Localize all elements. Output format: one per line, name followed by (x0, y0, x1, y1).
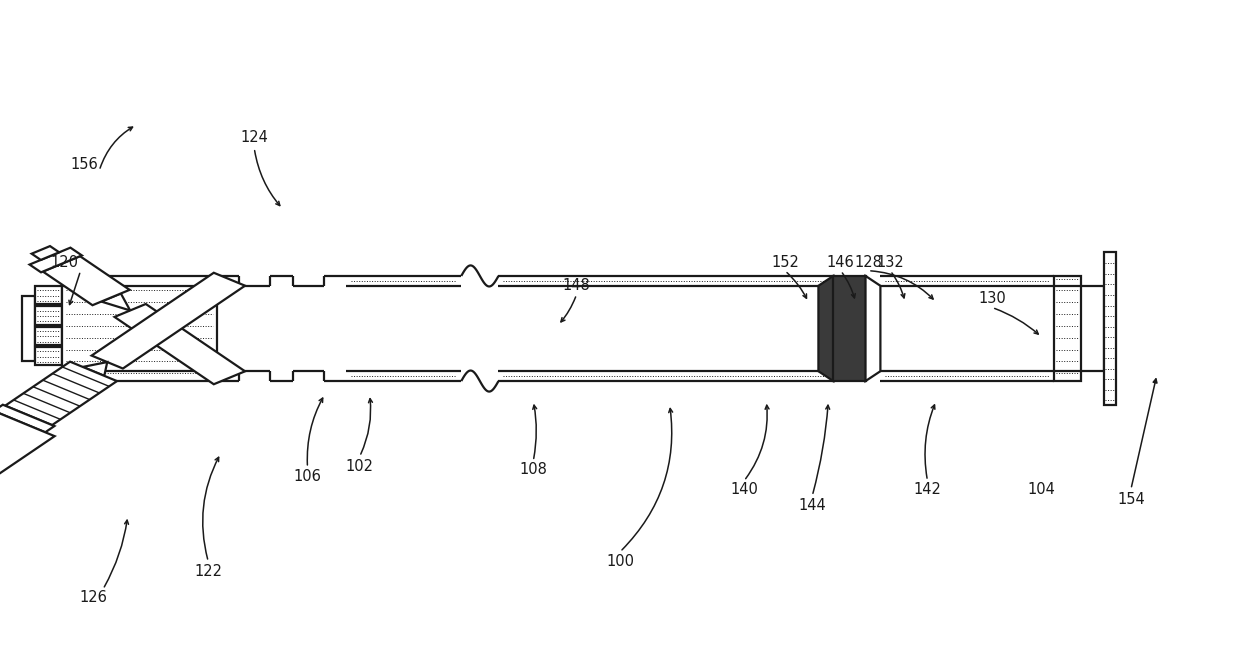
Bar (1104, 252, 1116, 405)
Text: 144: 144 (799, 499, 826, 513)
Polygon shape (5, 361, 117, 425)
Bar (35, 347, 62, 365)
Bar (35, 306, 62, 325)
Text: 132: 132 (877, 256, 904, 270)
Polygon shape (0, 407, 55, 475)
Polygon shape (102, 294, 130, 311)
Bar (35, 286, 62, 304)
Bar (62, 276, 217, 381)
Polygon shape (30, 248, 82, 273)
Polygon shape (818, 276, 833, 381)
Bar (833, 276, 866, 381)
Text: 152: 152 (771, 256, 799, 270)
Text: 128: 128 (854, 256, 882, 270)
Text: 156: 156 (71, 157, 98, 171)
Polygon shape (866, 276, 880, 381)
Text: 106: 106 (294, 469, 321, 484)
Text: 126: 126 (79, 591, 107, 605)
Text: 154: 154 (1117, 492, 1145, 507)
Text: 122: 122 (195, 564, 222, 579)
Text: 108: 108 (520, 463, 547, 477)
Polygon shape (32, 246, 60, 260)
Text: 100: 100 (606, 555, 634, 569)
Text: 148: 148 (563, 279, 590, 293)
Polygon shape (83, 362, 107, 376)
Polygon shape (92, 273, 246, 369)
Text: 124: 124 (241, 131, 268, 145)
Text: 130: 130 (978, 292, 1006, 306)
Polygon shape (114, 304, 246, 384)
Text: 142: 142 (914, 482, 941, 497)
Text: 102: 102 (346, 459, 373, 474)
Text: 120: 120 (51, 256, 78, 270)
Bar (35, 327, 62, 345)
Text: 146: 146 (827, 256, 854, 270)
Polygon shape (43, 256, 130, 306)
Bar (1054, 276, 1081, 381)
Polygon shape (0, 405, 55, 432)
Text: 140: 140 (730, 482, 758, 497)
Text: 104: 104 (1028, 482, 1055, 497)
Bar (22, 296, 35, 361)
